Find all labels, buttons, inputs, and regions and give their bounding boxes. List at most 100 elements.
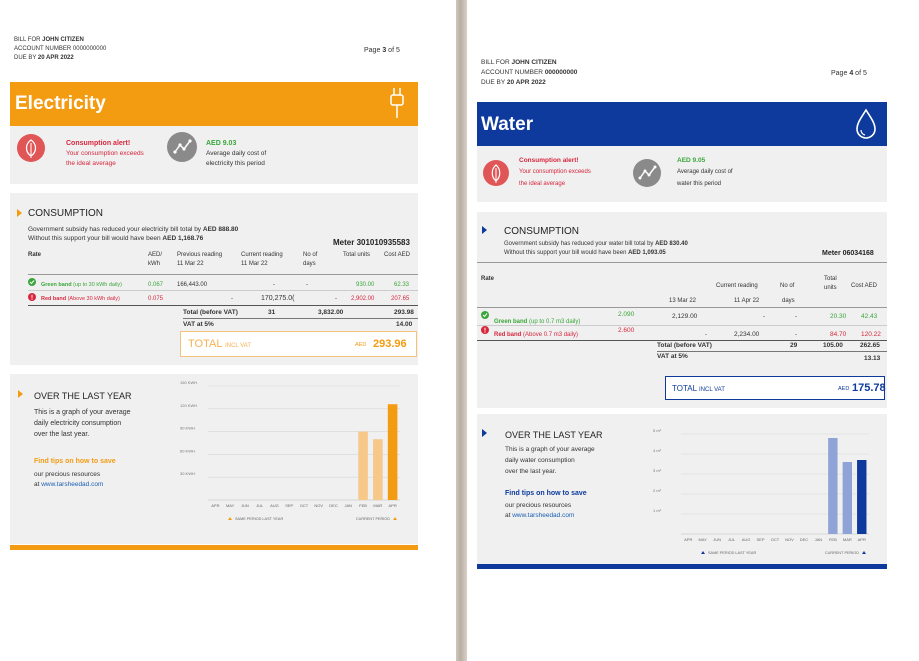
total-label: TOTAL INCL VAT (672, 384, 725, 393)
header-aed-unit: kWh (148, 261, 160, 267)
footer-bar (10, 545, 418, 550)
total-box: TOTAL INCL VAT AED 293.96 (180, 331, 417, 357)
legend-label: SAME PERIOD LAST YEAR (235, 517, 283, 521)
x-tick-label: MAR (373, 503, 382, 508)
account-label: ACCOUNT NUMBER (14, 46, 72, 52)
x-tick-label: NOV (785, 537, 794, 542)
chart-bar (358, 431, 368, 500)
legend-triangle (393, 517, 397, 520)
green-current: - (763, 314, 765, 320)
x-tick-label: JUN (241, 503, 249, 508)
tips-title: Find tips on how to save (34, 458, 116, 465)
total-currency: AED (838, 386, 850, 392)
tips-link-line: at www.tarsheedad.com (34, 481, 103, 488)
red-band-label: Red band (Above 30 kWh daily) (41, 295, 120, 303)
header-rate: Rate (481, 276, 495, 282)
alert-line: the ideal average (519, 181, 566, 187)
page-gutter (456, 0, 467, 661)
due-date: 20 APR 2022 (506, 79, 546, 86)
green-band-name: Green band (494, 319, 528, 325)
avg-line: Average daily cost of (677, 169, 733, 175)
alert-title: Consumption alert! (519, 157, 579, 164)
legend-label: SAME PERIOD LAST YEAR (708, 551, 756, 555)
total-days: 29 (790, 342, 798, 349)
warning-icon (28, 293, 36, 301)
green-band-label: Green band (up to 30 kWh daily) (41, 281, 122, 289)
red-units: 2,902.00 (351, 296, 375, 302)
meter-number: Meter 06034168 (822, 250, 874, 257)
x-tick-label: AUG (742, 537, 751, 542)
red-band-note: (Above 0.7 m3 daily) (523, 332, 579, 338)
due-label: DUE BY (481, 79, 506, 86)
header-cost: Cost AED (851, 283, 878, 289)
bill-header: BILL FOR JOHN CITIZEN ACCOUNT NUMBER 000… (481, 58, 577, 88)
electricity-bill-page: BILL FOR JOHN CITIZEN ACCOUNT NUMBER 000… (0, 0, 456, 661)
consumption-title: CONSUMPTION (28, 208, 103, 219)
green-previous: 2,129.00 (672, 313, 698, 320)
page-title: Electricity (15, 93, 106, 114)
text-line: daily water consumption (505, 457, 575, 464)
chart-bar (857, 460, 867, 534)
y-tick-label: 150 KWH (180, 380, 197, 385)
green-units: 20.30 (830, 313, 847, 320)
header-total-units: Total units (343, 252, 371, 258)
plug-icon (390, 88, 404, 118)
x-tick-label: JUL (256, 503, 264, 508)
header-previous-reading: Previous reading (177, 252, 223, 258)
trend-chart-icon (167, 132, 197, 162)
total-box: TOTAL INCL VAT AED 175.78 (665, 376, 886, 400)
over-last-year-text: This is a graph of your average daily wa… (505, 444, 595, 477)
total-before-vat-label: Total (before VAT) (183, 309, 238, 316)
header-cost: Cost AED (384, 252, 411, 258)
x-tick-label: AUG (270, 503, 279, 508)
x-tick-label: APR (211, 503, 219, 508)
header-current-reading: Current reading (241, 252, 283, 258)
divider (477, 262, 887, 263)
green-band-label: Green band (up to 0.7 m3 daily) (494, 318, 580, 326)
x-tick-label: MAR (843, 537, 852, 542)
consumption-title: CONSUMPTION (504, 226, 579, 237)
text-line: This is a graph of your average (505, 446, 595, 453)
water-banner: Water (477, 102, 887, 146)
header-aed: AED/ (148, 252, 163, 258)
x-tick-label: DEC (329, 503, 338, 508)
header-total-units-2: units (824, 285, 837, 291)
legend-label: CURRENT PERIOD (356, 517, 390, 521)
y-tick-label: 5 m³ (653, 428, 662, 433)
bill-for-label: BILL FOR (481, 59, 510, 66)
text-line: This is a graph of your average (34, 409, 131, 416)
trend-chart-icon (633, 159, 661, 187)
alert-text: Your consumption exceeds the ideal avera… (519, 166, 591, 190)
vat-label: VAT at 5% (657, 353, 688, 360)
red-band-note: (Above 30 kWh daily) (67, 296, 120, 302)
header-days-2: days (303, 261, 316, 267)
red-units: 84.70 (830, 331, 847, 338)
x-tick-label: OCT (300, 503, 309, 508)
total-before-vat: 262.65 (860, 342, 880, 349)
subsidy-text: Government subsidy has reduced your elec… (28, 225, 238, 243)
divider (183, 318, 418, 319)
avg-line: water this period (677, 181, 722, 187)
tips-link[interactable]: www.tarsheedad.com (41, 481, 104, 488)
over-last-year-panel: OVER THE LAST YEAR This is a graph of yo… (10, 374, 418, 544)
divider (28, 290, 418, 291)
y-tick-label: 1 m³ (653, 508, 662, 513)
legend-triangle (862, 551, 866, 554)
check-icon (481, 311, 489, 319)
x-tick-label: JAN (815, 537, 823, 542)
total-value: 175.78 (852, 382, 886, 394)
green-rate: 2.090 (618, 311, 635, 318)
green-previous: 166,443.00 (177, 282, 208, 288)
header-rate: Rate (28, 252, 42, 258)
account-number: 000000000 (544, 69, 578, 76)
divider (28, 274, 418, 275)
tips-link[interactable]: www.tarsheedad.com (512, 512, 575, 519)
x-tick-label: MAY (226, 503, 235, 508)
x-tick-label: APR (858, 537, 866, 542)
page-current: 3 (382, 47, 387, 54)
account-number: 0000000000 (72, 46, 107, 52)
x-tick-label: APR (388, 503, 396, 508)
avg-line: electricity this period (206, 160, 265, 167)
green-band-name: Green band (41, 282, 72, 288)
due-date: 20 APR 2022 (37, 55, 74, 61)
